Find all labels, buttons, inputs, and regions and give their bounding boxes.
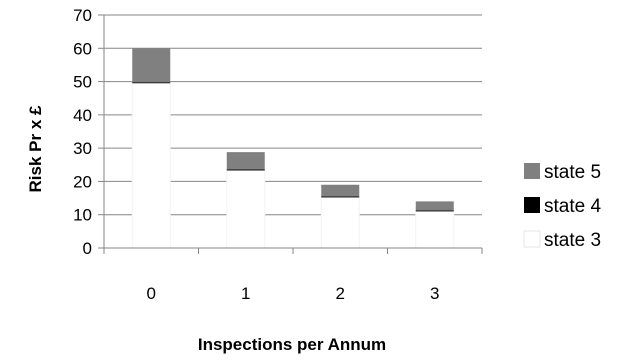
y-tick-label: 50 <box>73 73 92 92</box>
bar-segment-state-4-0 <box>132 82 171 84</box>
legend-label-state-5: state 5 <box>544 162 601 183</box>
bar-segment-state-4-2 <box>321 196 360 198</box>
y-tick-label: 20 <box>73 172 92 191</box>
bar-segment-state-5-3 <box>415 201 454 211</box>
bar-segment-state-5-0 <box>132 48 171 83</box>
x-tick-label: 0 <box>147 284 156 303</box>
y-tick-label: 30 <box>73 139 92 158</box>
y-tick-labels: 0 10 20 30 40 50 60 70 <box>73 6 92 258</box>
legend-swatch-state-3 <box>523 230 541 248</box>
x-tick-label: 1 <box>241 284 250 303</box>
bar-segment-state-5-1 <box>226 152 265 170</box>
legend-label-state-4: state 4 <box>544 196 601 217</box>
x-tick-label: 3 <box>430 284 439 303</box>
axes <box>103 15 482 249</box>
x-axis-title: Inspections per Annum <box>198 335 386 354</box>
y-tick-label: 60 <box>73 39 92 58</box>
y-tick-label: 0 <box>83 239 92 258</box>
legend: state 5 state 4 state 3 <box>523 162 601 251</box>
bars <box>131 48 455 249</box>
bar-segment-state-3-2 <box>320 196 360 249</box>
x-tick-label: 2 <box>336 284 345 303</box>
x-tick-labels: 0 1 2 3 <box>147 284 440 303</box>
y-tick-label: 40 <box>73 106 92 125</box>
bar-segment-state-3-1 <box>226 169 266 249</box>
legend-label-state-3: state 3 <box>544 230 601 251</box>
y-axis-title: Risk Pr x £ <box>26 105 45 192</box>
y-tick-label: 70 <box>73 6 92 25</box>
bar-segment-state-3-3 <box>415 210 455 249</box>
bar-segment-state-4-3 <box>415 210 454 212</box>
bar-segment-state-3-0 <box>131 82 171 249</box>
bar-segment-state-5-2 <box>321 184 360 197</box>
y-tick-label: 10 <box>73 206 92 225</box>
legend-swatch-state-5 <box>524 163 540 179</box>
legend-swatch-state-4 <box>524 197 540 213</box>
bar-segment-state-4-1 <box>226 169 265 171</box>
